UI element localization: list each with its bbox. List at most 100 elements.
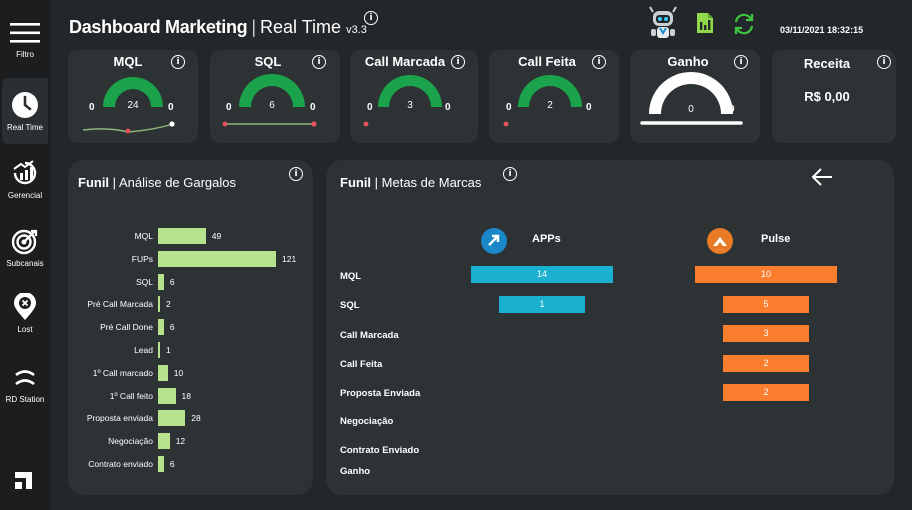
gauge-max: 0 (729, 104, 735, 115)
pulse-logo-icon (707, 228, 733, 259)
info-icon[interactable]: i (877, 55, 891, 69)
version-label: v3.3 (346, 24, 367, 36)
gauge-value: 0 (688, 104, 694, 115)
bar-value: 12 (175, 436, 186, 447)
arrow-left-icon[interactable] (810, 167, 834, 192)
bar[interactable] (158, 250, 276, 267)
gauge-min: 0 (89, 102, 95, 113)
bar[interactable] (158, 296, 160, 313)
panel-title-rest: | Análise de Gargalos (112, 175, 237, 190)
funnel-bar[interactable]: 1 (499, 295, 585, 313)
info-icon[interactable]: i (592, 55, 606, 69)
gauge-max: 0 (168, 102, 174, 113)
bar-value: 6 (169, 322, 175, 333)
sidebar-item-rd-station[interactable]: RD Station (2, 352, 48, 418)
sidebar-item-real-time[interactable]: Real Time (2, 78, 48, 144)
bar[interactable] (158, 228, 206, 244)
sidebar-item-filtro[interactable]: Filtro (2, 6, 48, 72)
bar[interactable] (158, 433, 170, 450)
kpi-card-call-marcada: Call Marcada i 3 0 0 (350, 50, 478, 143)
gauge-value: 3 (407, 100, 413, 111)
gauge-track (378, 75, 442, 107)
funnel-bar[interactable]: 14 (471, 266, 613, 283)
funnel-bar[interactable]: 5 (723, 295, 809, 313)
gauge-value: 6 (269, 100, 275, 111)
category-label: Pré Call Marcada (87, 299, 153, 310)
gauge-track (649, 72, 733, 114)
bar[interactable] (158, 364, 168, 381)
category-label: FUPs (131, 253, 153, 264)
info-icon[interactable]: i (451, 55, 465, 69)
sparkline-end-point (311, 121, 317, 127)
bar-value: 121 (282, 253, 297, 264)
sidebar-item-subcanais[interactable]: Subcanais (2, 214, 48, 280)
bar[interactable] (158, 456, 164, 472)
gauge-track (103, 77, 163, 107)
excel-file-icon[interactable] (696, 12, 714, 39)
sidebar-item-label: Lost (17, 324, 33, 334)
gauge-min: 0 (650, 104, 656, 115)
info-icon[interactable]: i (312, 55, 326, 69)
panel-title-rest: | Metas de Marcas (374, 175, 482, 190)
sparkline-min-point (125, 128, 131, 134)
brand-label-pulse: Pulse (761, 233, 791, 245)
sidebar: Filtro Real Time Gerencial Subcanais Los… (0, 0, 50, 510)
gauge: 24 0 0 (82, 77, 175, 134)
rd-station-icon (13, 367, 37, 391)
kpi-title: Receita (803, 56, 851, 71)
gauge: 3 0 0 (363, 75, 451, 127)
bar[interactable] (158, 319, 164, 336)
stage-label: Negociação (340, 416, 394, 427)
category-label: Negociação (108, 436, 153, 447)
gauge-min: 0 (367, 102, 373, 113)
brand-logo-icon (13, 467, 37, 496)
kpi-title: Call Marcada (364, 54, 446, 69)
info-icon[interactable]: i (503, 167, 517, 181)
kpi-title: MQL (113, 54, 143, 69)
gauge: 0 0 0 (640, 72, 743, 125)
info-icon[interactable]: i (171, 55, 185, 69)
robot-icon[interactable] (648, 6, 678, 47)
funnel-bar[interactable]: 2 (723, 354, 809, 372)
panel-funil-metas: Funil | Metas de Marcas i APPs Pulse MQL… (326, 160, 894, 495)
funnel-bar[interactable]: 10 (695, 266, 837, 283)
sidebar-item-label: Filtro (16, 49, 34, 59)
category-label: Lead (134, 345, 153, 355)
kpi-title: Ganho (667, 54, 709, 69)
info-icon[interactable]: i (734, 55, 748, 69)
stage-label: MQL (340, 271, 362, 282)
kpi-title: Call Feita (518, 54, 576, 69)
refresh-icon[interactable] (732, 12, 756, 41)
apps-logo-icon (481, 228, 507, 259)
bar[interactable] (158, 387, 176, 404)
panel-title-bold: Funil (340, 175, 372, 190)
bar-value: 49 (211, 231, 222, 241)
lost-pin-icon (12, 292, 38, 321)
title-bold: Dashboard Marketing (69, 17, 248, 37)
main-area: Dashboard Marketing | Real Time v3.3 i 03/… (50, 0, 912, 510)
target-icon (11, 227, 39, 255)
info-icon[interactable]: i (289, 167, 303, 181)
title-separator: | (251, 17, 257, 37)
sparkline-end-point (169, 121, 175, 127)
funnel-bar[interactable]: 2 (723, 384, 809, 401)
page-title: Dashboard Marketing | Real Time v3.3 (69, 17, 367, 38)
bar-value: 18 (181, 390, 192, 401)
bar[interactable] (158, 342, 160, 358)
revenue-value: R$ 0,00 (804, 89, 850, 104)
bar[interactable] (158, 273, 164, 290)
gauge-max: 0 (310, 102, 316, 113)
info-icon[interactable]: i (364, 11, 378, 25)
kpi-card-ganho: Ganho i 0 0 0 (630, 50, 760, 143)
gauge-value: 24 (127, 100, 139, 111)
sidebar-item-label: RD Station (5, 394, 45, 404)
bar[interactable] (158, 410, 186, 427)
sidebar-item-gerencial[interactable]: Gerencial (2, 146, 48, 212)
gauge-max: 0 (586, 102, 592, 113)
funnel-bar[interactable]: 3 (723, 325, 809, 342)
sidebar-item-lost[interactable]: Lost (2, 280, 48, 346)
panel-title: Funil | Metas de Marcas (340, 175, 481, 190)
kpi-card-mql: MQL i 24 0 0 (68, 50, 198, 143)
kpi-title: SQL (254, 54, 282, 69)
category-label: SQL (135, 276, 153, 287)
